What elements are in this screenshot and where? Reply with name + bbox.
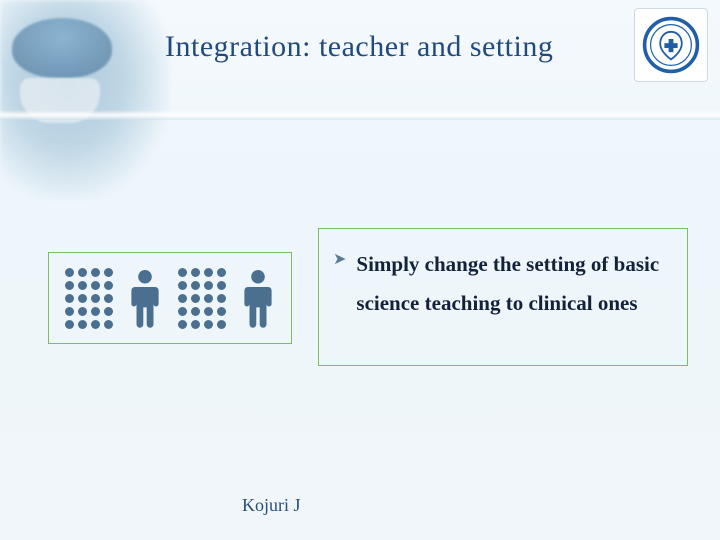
slide-title: Integration: teacher and setting	[165, 30, 553, 64]
dot-cluster-right	[178, 268, 226, 329]
bullet-box: ➤ Simply change the setting of basic sci…	[318, 228, 688, 366]
bullet-arrow-icon: ➤	[333, 249, 346, 269]
author-credit: Kojuri J	[242, 495, 301, 516]
surgeon-cap-shape	[12, 18, 112, 78]
title-separator	[0, 110, 720, 120]
person-icon	[128, 268, 162, 328]
bullet-row: ➤ Simply change the setting of basic sci…	[329, 245, 673, 323]
institution-logo	[634, 8, 708, 82]
slide: Integration: teacher and setting	[0, 0, 720, 540]
emblem-icon	[641, 15, 701, 75]
person-icon	[241, 268, 275, 328]
audience-graphic-box	[48, 252, 292, 344]
dot-cluster-left	[65, 268, 113, 329]
bullet-text: Simply change the setting of basic scien…	[356, 245, 673, 323]
